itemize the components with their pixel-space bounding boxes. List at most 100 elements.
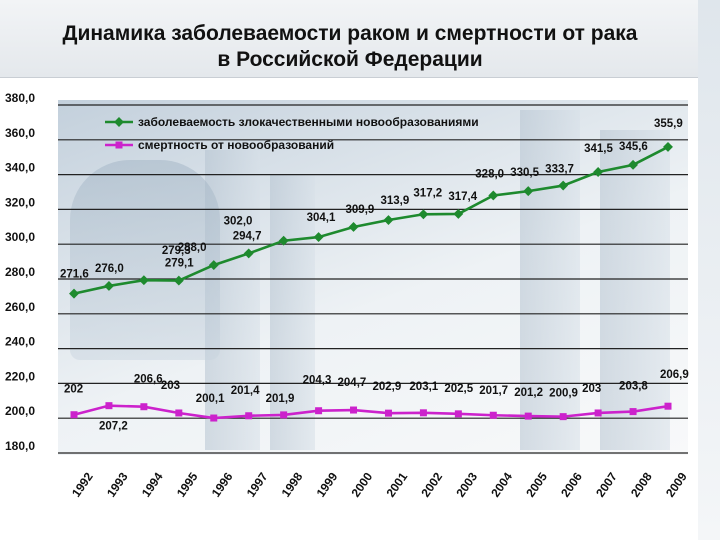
- background-figure: [70, 160, 220, 360]
- x-tick-label: 2005: [523, 470, 550, 500]
- data-label: 206,6: [134, 374, 163, 386]
- data-label: 201,4: [231, 385, 260, 397]
- incidence-point: [278, 235, 289, 246]
- x-tick-label: 2000: [349, 470, 376, 500]
- data-label: 201,9: [266, 393, 295, 405]
- data-label: 317,4: [448, 191, 477, 203]
- data-label: 333,7: [545, 164, 574, 176]
- mortality-point: [454, 410, 462, 418]
- data-label: 203,1: [409, 381, 438, 393]
- mortality-point: [280, 411, 288, 419]
- incidence-point: [383, 215, 394, 225]
- x-tick-label: 1993: [104, 470, 131, 500]
- data-label: 202: [64, 384, 83, 396]
- incidence-point: [558, 180, 569, 191]
- data-label: 294,7: [233, 230, 262, 242]
- x-tick-label: 1994: [139, 470, 166, 500]
- mortality-point: [105, 402, 113, 410]
- y-tick-label: 340,0: [5, 161, 35, 175]
- incidence-point: [208, 260, 219, 271]
- x-tick-label: 2007: [593, 470, 620, 500]
- x-tick-label: 1997: [244, 470, 271, 500]
- data-label: 309,9: [346, 204, 375, 216]
- y-tick-label: 300,0: [5, 230, 35, 244]
- background-building: [600, 130, 670, 450]
- data-label: 328,0: [475, 168, 504, 180]
- data-label: 304,1: [307, 212, 336, 224]
- incidence-point: [418, 209, 429, 220]
- x-tick-label: 2002: [418, 470, 445, 500]
- data-label: 201,2: [514, 387, 543, 399]
- legend-label: заболеваемость злокачественными новообра…: [138, 115, 479, 129]
- data-label: 276,0: [95, 263, 124, 275]
- decorative-strip: [698, 0, 720, 540]
- data-label: 355,9: [654, 118, 683, 130]
- incidence-point: [663, 141, 673, 152]
- y-tick-label: 260,0: [5, 300, 35, 314]
- data-label: 204,3: [303, 375, 332, 387]
- legend-marker: [114, 117, 124, 127]
- y-tick-label: 220,0: [5, 369, 35, 383]
- incidence-point: [488, 190, 499, 201]
- x-tick-label: 1998: [279, 470, 306, 500]
- mortality-line: [73, 404, 669, 420]
- data-label: 203,8: [619, 381, 648, 393]
- mortality-point: [664, 402, 672, 410]
- x-tick-label: 1996: [209, 470, 236, 500]
- incidence-point: [593, 167, 604, 177]
- chart-subtitle: в Российской Федерации: [217, 48, 483, 71]
- x-tick-label: 1992: [69, 470, 96, 500]
- legend-marker: [115, 141, 123, 149]
- mortality-point: [384, 409, 392, 417]
- y-tick-label: 360,0: [5, 126, 35, 140]
- incidence-point: [173, 275, 184, 286]
- incidence-line: [73, 145, 669, 295]
- incidence-point: [138, 275, 149, 286]
- data-label: 341,5: [584, 143, 613, 155]
- mortality-point: [350, 406, 358, 414]
- mortality-point: [559, 413, 567, 421]
- background-photo: [58, 100, 688, 455]
- data-label: 201,7: [479, 385, 508, 397]
- x-tick-label: 2004: [488, 470, 515, 500]
- data-label: 345,6: [619, 141, 648, 153]
- mortality-point: [70, 411, 78, 419]
- x-tick-label: 1999: [314, 470, 341, 500]
- mortality-point: [245, 412, 253, 420]
- y-tick-label: 320,0: [5, 195, 35, 209]
- incidence-point: [103, 281, 114, 291]
- x-tick-label: 2009: [663, 470, 690, 500]
- incidence-point: [453, 208, 464, 219]
- data-label: 279,1: [165, 258, 194, 270]
- incidence-point: [348, 222, 359, 232]
- data-label: 200,1: [196, 393, 225, 405]
- mortality-point: [140, 403, 148, 411]
- y-tick-label: 280,0: [5, 265, 35, 279]
- incidence-point: [628, 159, 639, 170]
- mortality-point: [210, 414, 218, 422]
- data-label: 330,5: [510, 167, 539, 179]
- incidence-point: [243, 248, 254, 259]
- data-label: 207,2: [99, 421, 128, 433]
- incidence-point: [523, 186, 534, 197]
- chart-title: Динамика заболеваемости раком и смертнос…: [62, 22, 638, 45]
- y-tick-label: 200,0: [5, 404, 35, 418]
- data-label: 317,2: [413, 187, 442, 199]
- y-tick-label: 240,0: [5, 335, 35, 349]
- y-tick-label: 180,0: [5, 439, 35, 453]
- mortality-point: [315, 407, 323, 415]
- data-label: 203: [582, 383, 601, 395]
- data-label: 200,9: [549, 388, 578, 400]
- x-tick-label: 2003: [453, 470, 480, 500]
- background-building: [520, 110, 580, 450]
- x-tick-label: 2001: [383, 470, 410, 500]
- data-label: 279,3: [162, 245, 191, 257]
- incidence-point: [69, 288, 79, 299]
- title-bar: Динамика заболеваемости раком и смертнос…: [0, 0, 720, 78]
- background-building: [205, 150, 260, 450]
- data-label: 202,5: [444, 383, 473, 395]
- x-tick-label: 2006: [558, 470, 585, 500]
- x-tick-label: 1995: [174, 470, 201, 500]
- mortality-point: [524, 412, 532, 420]
